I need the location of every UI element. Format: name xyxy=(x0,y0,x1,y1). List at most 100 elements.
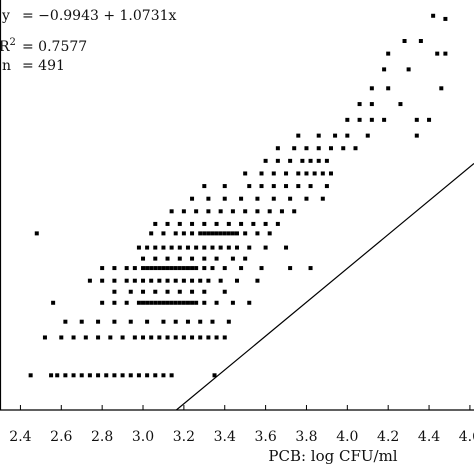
data-point-100 xyxy=(124,266,129,271)
stat-r2-label: R2 xyxy=(0,37,16,55)
data-point-207 xyxy=(243,171,248,176)
data-point-80 xyxy=(222,289,227,294)
data-point-66 xyxy=(190,300,195,305)
stat-y-label: y xyxy=(1,8,10,24)
data-point-92 xyxy=(190,278,195,283)
data-point-149 xyxy=(149,231,154,236)
data-point-178 xyxy=(169,209,174,214)
data-point-249 xyxy=(406,67,411,72)
data-point-41 xyxy=(128,319,133,324)
data-point-71 xyxy=(247,300,252,305)
data-point-210 xyxy=(284,171,289,176)
data-point-200 xyxy=(247,184,252,189)
x-tick-label-2: 2.8 xyxy=(91,429,113,445)
data-point-81 xyxy=(87,278,92,283)
data-point-6 xyxy=(87,373,92,378)
data-point-217 xyxy=(275,158,280,163)
data-point-218 xyxy=(288,158,293,163)
data-point-104 xyxy=(149,266,154,271)
data-point-148 xyxy=(34,231,39,236)
data-point-177 xyxy=(275,221,280,226)
data-point-191 xyxy=(222,196,227,201)
regression-line-group xyxy=(175,162,474,411)
data-point-250 xyxy=(386,51,391,56)
data-point-49 xyxy=(51,300,56,305)
data-point-69 xyxy=(214,300,219,305)
data-point-111 xyxy=(177,266,182,271)
data-point-248 xyxy=(382,67,387,72)
data-point-141 xyxy=(210,245,215,250)
data-point-89 xyxy=(165,278,170,283)
data-point-112 xyxy=(181,266,186,271)
data-point-8 xyxy=(104,373,109,378)
data-point-215 xyxy=(328,171,333,176)
data-point-161 xyxy=(226,231,231,236)
data-point-26 xyxy=(141,335,146,340)
x-tick-label-3: 3.0 xyxy=(132,429,154,445)
data-point-24 xyxy=(120,335,125,340)
data-points xyxy=(28,13,448,378)
data-point-254 xyxy=(418,39,423,43)
data-point-157 xyxy=(210,231,215,236)
x-tick-label-4: 3.2 xyxy=(173,429,195,445)
data-point-78 xyxy=(190,289,195,294)
data-point-5 xyxy=(79,373,84,378)
data-point-123 xyxy=(141,256,146,261)
data-point-139 xyxy=(194,245,199,250)
regression-line xyxy=(175,162,474,411)
data-point-206 xyxy=(324,184,329,189)
data-point-143 xyxy=(226,245,231,250)
data-point-137 xyxy=(177,245,182,250)
x-tick-label-11: 4.6 xyxy=(459,429,474,445)
data-point-188 xyxy=(292,209,297,214)
data-point-84 xyxy=(124,278,129,283)
data-point-211 xyxy=(296,171,301,176)
data-point-53 xyxy=(136,300,141,305)
data-point-124 xyxy=(153,256,158,261)
data-point-31 xyxy=(181,335,186,340)
data-point-42 xyxy=(145,319,150,324)
data-point-240 xyxy=(414,117,419,122)
data-point-179 xyxy=(181,209,186,214)
data-point-172 xyxy=(214,221,219,226)
data-point-63 xyxy=(177,300,182,305)
data-point-109 xyxy=(169,266,174,271)
data-point-214 xyxy=(320,171,325,176)
data-point-50 xyxy=(100,300,105,305)
data-point-72 xyxy=(112,289,117,294)
data-point-107 xyxy=(161,266,166,271)
data-point-209 xyxy=(271,171,276,176)
data-point-156 xyxy=(206,231,211,236)
stat-n: = 491 xyxy=(22,58,65,74)
x-tick-label-6: 3.6 xyxy=(254,429,276,445)
data-point-235 xyxy=(414,133,419,138)
data-point-37 xyxy=(63,319,68,324)
data-point-93 xyxy=(198,278,203,283)
data-point-164 xyxy=(243,231,248,236)
data-point-19 xyxy=(59,335,64,340)
data-point-35 xyxy=(214,335,219,340)
data-point-245 xyxy=(369,86,374,91)
data-point-14 xyxy=(153,373,158,378)
data-point-234 xyxy=(365,133,370,138)
stat-r-squared: = 0.7577 xyxy=(22,39,87,55)
x-axis-title: PCB: log CFU/ml xyxy=(268,447,397,465)
data-point-48 xyxy=(226,319,231,324)
data-point-95 xyxy=(218,278,223,283)
data-point-199 xyxy=(222,184,227,189)
data-point-38 xyxy=(79,319,84,324)
data-point-145 xyxy=(247,245,252,250)
data-point-75 xyxy=(153,289,158,294)
data-point-73 xyxy=(128,289,133,294)
data-point-231 xyxy=(316,133,321,138)
data-point-138 xyxy=(185,245,190,250)
data-point-232 xyxy=(333,133,338,138)
data-point-170 xyxy=(190,221,195,226)
data-point-236 xyxy=(345,117,350,122)
x-tick-label-0: 2.4 xyxy=(9,429,31,445)
data-point-62 xyxy=(173,300,178,305)
data-point-27 xyxy=(149,335,154,340)
x-tick-label-7: 3.8 xyxy=(295,429,317,445)
data-point-163 xyxy=(235,231,239,236)
data-point-74 xyxy=(141,289,146,294)
